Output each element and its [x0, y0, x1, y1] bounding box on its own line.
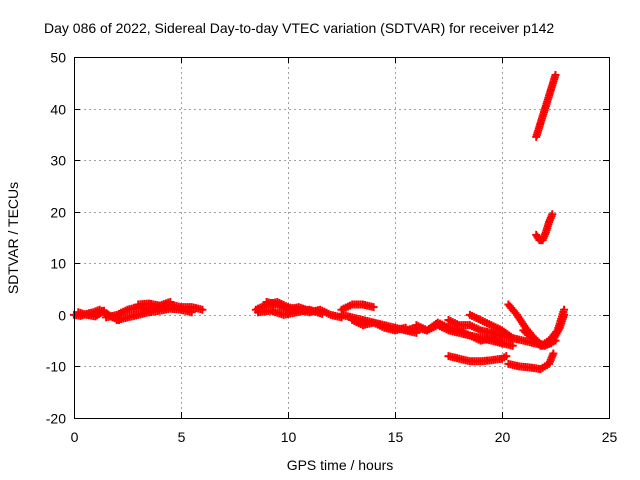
- data-segment: [337, 300, 378, 314]
- x-tick-label: 25: [602, 429, 618, 445]
- data-point: [502, 352, 511, 361]
- grid: [74, 57, 609, 418]
- y-tick-label: -20: [46, 411, 66, 427]
- y-tick-label: 20: [50, 205, 66, 221]
- y-tick-label: 0: [58, 308, 66, 324]
- data-point: [549, 349, 558, 358]
- data-segment: [348, 316, 410, 335]
- data-point: [305, 306, 314, 315]
- data-segment: [504, 349, 558, 374]
- y-tick-label: -10: [46, 359, 66, 375]
- data-point: [99, 306, 108, 315]
- y-tick-label: 30: [50, 153, 66, 169]
- data-point: [166, 297, 175, 306]
- data-point: [318, 309, 327, 318]
- data-point: [187, 308, 196, 317]
- y-axis-label: SDTVAR / TECUs: [5, 182, 21, 294]
- x-tick-label: 10: [281, 429, 297, 445]
- data-segment: [262, 297, 314, 315]
- data-segment: [74, 306, 108, 321]
- y-tick-label: 40: [50, 102, 66, 118]
- data-segment: [519, 305, 569, 350]
- data-segment: [112, 304, 196, 325]
- data-point: [508, 341, 517, 350]
- data-segment: [412, 318, 506, 348]
- data-segment: [134, 297, 175, 310]
- x-tick-label: 15: [388, 429, 404, 445]
- x-tick-label: 0: [71, 429, 79, 445]
- chart-title: Day 086 of 2022, Sidereal Day-to-day VTE…: [44, 20, 554, 36]
- y-tick-label: 50: [50, 50, 66, 66]
- x-axis-ticks: 0 5 10 15 20 25: [71, 57, 618, 445]
- data-point: [560, 305, 569, 314]
- data-point: [369, 303, 378, 312]
- plot-frame: [74, 57, 610, 419]
- x-tick-label: 5: [178, 429, 186, 445]
- data-point: [548, 210, 557, 219]
- y-axis-ticks: -20 -10 0 10 20 30 40 50: [46, 50, 609, 427]
- x-axis-label: GPS time / hours: [287, 457, 394, 473]
- data-point: [198, 305, 207, 314]
- y-tick-label: 10: [50, 256, 66, 272]
- data-series: [70, 71, 569, 374]
- x-tick-label: 20: [495, 429, 511, 445]
- data-segment: [532, 71, 560, 141]
- data-segment: [532, 210, 557, 245]
- data-point: [551, 71, 560, 80]
- data-point: [498, 339, 506, 348]
- data-segment: [444, 352, 511, 366]
